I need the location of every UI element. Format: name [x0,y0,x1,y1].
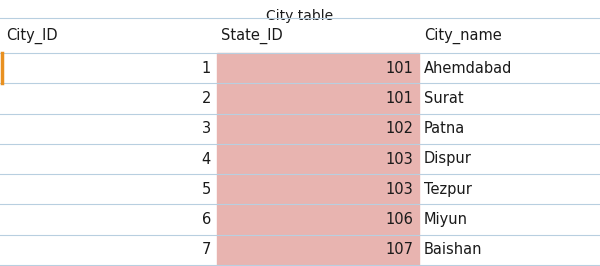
Text: 5: 5 [202,182,211,197]
Text: 4: 4 [202,152,211,167]
Text: 6: 6 [202,212,211,227]
Text: 101: 101 [385,61,413,76]
Text: Ahemdabad: Ahemdabad [424,61,512,76]
Text: City_name: City_name [424,27,502,44]
Text: Miyun: Miyun [424,212,468,227]
Text: 103: 103 [385,152,413,167]
Text: Patna: Patna [424,121,465,136]
Text: Surat: Surat [424,91,464,106]
Text: 2: 2 [202,91,211,106]
Text: 3: 3 [202,121,211,136]
Text: 101: 101 [385,91,413,106]
Text: Baishan: Baishan [424,242,482,257]
Text: Tezpur: Tezpur [424,182,472,197]
Text: State_ID: State_ID [221,27,283,44]
Text: 7: 7 [202,242,211,257]
Text: 107: 107 [385,242,413,257]
Bar [217,53,419,265]
Text: Dispur: Dispur [424,152,472,167]
Text: 103: 103 [385,182,413,197]
Text: City table: City table [266,9,334,23]
Text: 1: 1 [202,61,211,76]
Text: 106: 106 [385,212,413,227]
Text: City_ID: City_ID [6,27,58,44]
Text: 102: 102 [385,121,413,136]
